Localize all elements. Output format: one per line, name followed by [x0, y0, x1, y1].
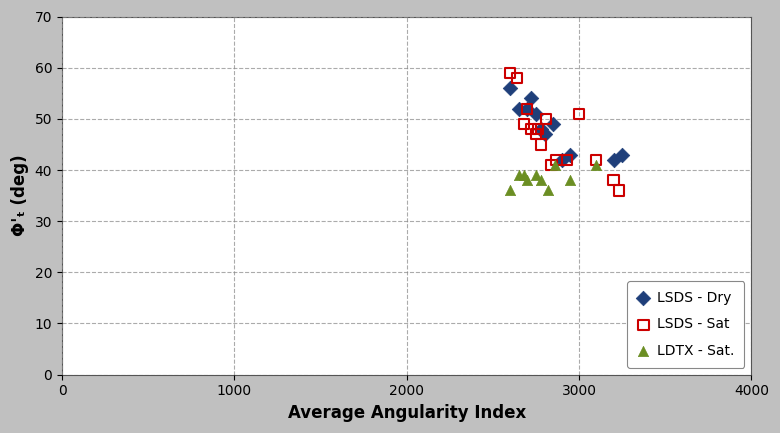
LSDS - Sat	[524, 126, 537, 132]
LDTX - Sat.	[521, 177, 534, 184]
LSDS - Sat	[590, 156, 602, 163]
LSDS - Sat	[521, 105, 534, 112]
LSDS - Dry	[555, 156, 568, 163]
LDTX - Sat.	[512, 172, 525, 179]
LSDS - Sat	[535, 141, 548, 148]
LSDS - Dry	[524, 95, 537, 102]
LSDS - Dry	[504, 85, 516, 92]
LSDS - Sat	[608, 177, 620, 184]
LSDS - Sat	[612, 187, 625, 194]
LSDS - Dry	[535, 126, 548, 132]
LSDS - Sat	[504, 69, 516, 76]
LSDS - Dry	[512, 105, 525, 112]
LSDS - Dry	[608, 156, 620, 163]
LSDS - Sat	[540, 116, 552, 123]
LSDS - Sat	[511, 74, 523, 81]
Legend: LSDS - Dry, LSDS - Sat, LDTX - Sat.: LSDS - Dry, LSDS - Sat, LDTX - Sat.	[627, 281, 744, 368]
LDTX - Sat.	[518, 172, 530, 179]
LDTX - Sat.	[548, 162, 561, 168]
LSDS - Sat	[573, 110, 585, 117]
Y-axis label: Φ'ₜ (deg): Φ'ₜ (deg)	[11, 155, 29, 236]
LSDS - Sat	[531, 126, 544, 132]
LSDS - Sat	[530, 131, 542, 138]
LSDS - Dry	[530, 110, 542, 117]
LSDS - Dry	[521, 105, 534, 112]
LSDS - Dry	[616, 151, 629, 158]
LSDS - Sat	[561, 156, 573, 163]
LDTX - Sat.	[564, 177, 576, 184]
LDTX - Sat.	[542, 187, 555, 194]
LDTX - Sat.	[530, 172, 542, 179]
X-axis label: Average Angularity Index: Average Angularity Index	[288, 404, 526, 422]
LSDS - Sat	[518, 120, 530, 127]
LSDS - Sat	[545, 162, 558, 168]
LDTX - Sat.	[504, 187, 516, 194]
LSDS - Dry	[538, 131, 551, 138]
LSDS - Sat	[551, 156, 563, 163]
LDTX - Sat.	[590, 162, 602, 168]
LSDS - Dry	[564, 151, 576, 158]
LSDS - Dry	[547, 120, 559, 127]
LDTX - Sat.	[535, 177, 548, 184]
